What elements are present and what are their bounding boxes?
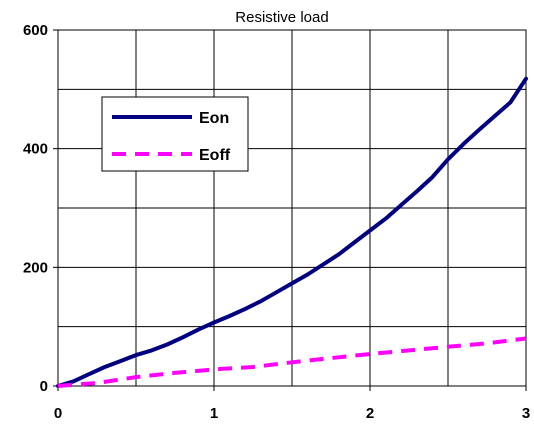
y-tick-label: 200 <box>23 259 48 276</box>
y-tick-label: 600 <box>23 22 48 39</box>
y-tick-label: 0 <box>40 378 48 395</box>
x-tick-label: 0 <box>54 405 62 422</box>
legend-label-eoff: Eoff <box>199 147 231 164</box>
series-line-eon <box>56 76 528 388</box>
axes: 0 200 400 600 0 1 2 3 <box>23 22 530 422</box>
chart-title: Resistive load <box>235 9 328 26</box>
legend-label-eon: Eon <box>199 110 229 127</box>
x-tick-label: 1 <box>210 405 218 422</box>
legend: Eon Eoff <box>101 96 249 172</box>
data-series <box>56 76 528 388</box>
series-line-eoff <box>57 336 527 388</box>
x-tick-label: 3 <box>522 405 530 422</box>
y-tick-label: 400 <box>23 141 48 158</box>
legend-box <box>101 96 249 172</box>
plot-area-border <box>57 29 527 387</box>
x-tick-label: 2 <box>366 405 374 422</box>
